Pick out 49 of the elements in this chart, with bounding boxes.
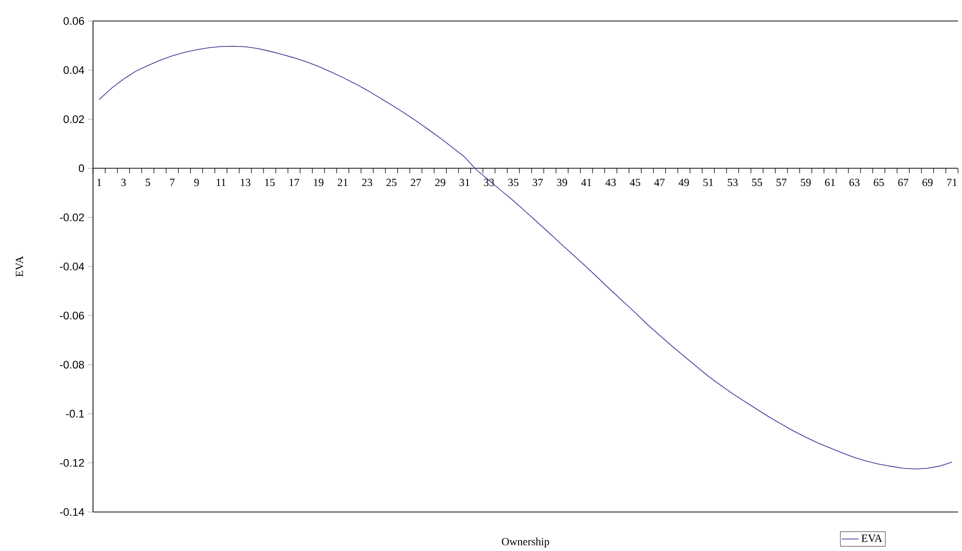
x-tick-label: 39 (557, 178, 568, 186)
y-tick-label: -0.04 (60, 262, 84, 270)
x-tick-label: 43 (606, 178, 616, 186)
x-tick-label: 11 (216, 178, 226, 186)
x-tick-label: 35 (508, 178, 518, 186)
x-tick-label: 57 (776, 178, 787, 186)
x-tick-label: 65 (874, 178, 884, 186)
x-tick-label: 59 (800, 178, 811, 186)
x-tick-label: 21 (338, 178, 348, 186)
y-tick-label: 0.04 (64, 66, 84, 74)
x-tick-label: 29 (435, 178, 446, 186)
y-tick-label: -0.06 (60, 312, 84, 320)
x-tick-label: 53 (728, 178, 738, 186)
x-tick-label: 17 (290, 178, 300, 186)
y-tick-label: -0.02 (60, 214, 84, 222)
x-tick-label: 37 (532, 178, 543, 186)
x-tick-label: 5 (146, 178, 150, 186)
x-tick-label: 47 (654, 178, 665, 186)
y-tick-label: 0.02 (64, 115, 84, 124)
y-tick-label: -0.08 (60, 360, 84, 369)
x-tick-label: 7 (170, 178, 175, 186)
y-tick-label: -0.1 (66, 410, 84, 418)
x-tick-label: 3 (121, 178, 126, 186)
legend-label: EVA (862, 534, 882, 542)
x-tick-label: 13 (240, 178, 250, 186)
y-axis-title: EVA (16, 256, 24, 277)
y-tick-label: 0 (78, 164, 84, 172)
x-tick-label: 49 (678, 178, 689, 186)
y-tick-label: -0.14 (60, 508, 84, 516)
x-tick-label: 67 (898, 178, 908, 186)
x-tick-label: 15 (265, 178, 275, 186)
x-tick-label: 55 (752, 178, 762, 186)
x-axis-title: Ownership (502, 538, 550, 548)
x-tick-label: 27 (410, 178, 422, 186)
x-tick-label: 41 (581, 178, 592, 186)
x-tick-label: 71 (947, 178, 957, 186)
y-tick-label: 0.06 (64, 17, 84, 25)
x-tick-label: 23 (362, 178, 372, 186)
x-tick-label: 63 (849, 178, 860, 186)
y-tick-label: -0.12 (60, 459, 84, 467)
x-tick-label: 31 (460, 178, 470, 186)
x-tick-label: 61 (825, 178, 835, 186)
x-tick-label: 51 (703, 178, 714, 186)
x-tick-label: 45 (630, 178, 640, 186)
x-tick-label: 19 (314, 178, 324, 186)
x-tick-label: 25 (386, 178, 397, 186)
x-tick-label: 69 (922, 178, 933, 186)
x-tick-label: 1 (97, 178, 102, 186)
x-tick-label: 9 (194, 178, 199, 186)
